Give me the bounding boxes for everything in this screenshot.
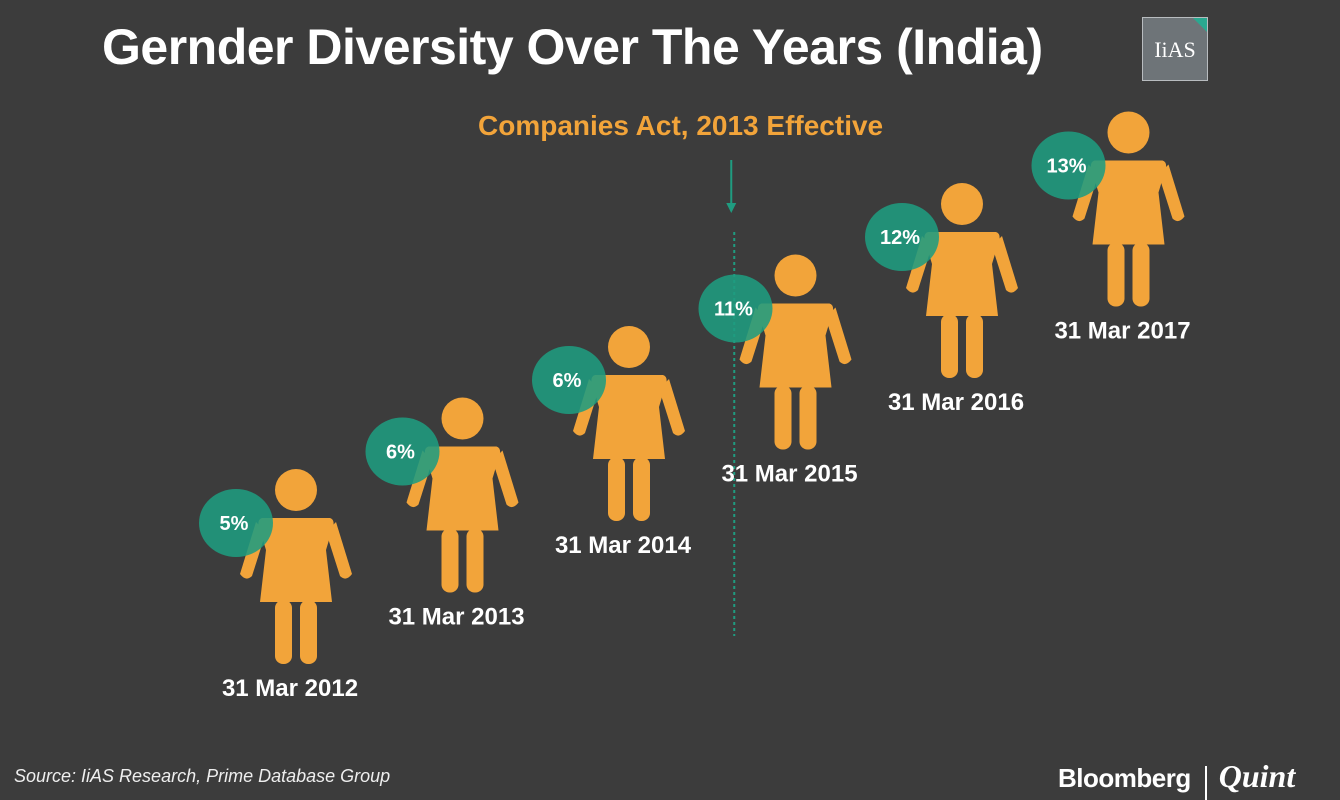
date-label: 31 Mar 2016 xyxy=(888,389,1024,416)
figure-head xyxy=(441,397,484,440)
page-title: Gernder Diversity Over The Years (India) xyxy=(102,19,1043,75)
figure-head xyxy=(275,469,317,511)
figure-dress xyxy=(258,518,334,602)
person-figure-4: 12% 31 Mar 2016 xyxy=(865,183,1024,416)
companies-act-annotation: Companies Act, 2013 Effective xyxy=(478,110,884,141)
figure-dress xyxy=(591,375,667,459)
source-note: Source: IiAS Research, Prime Database Gr… xyxy=(14,766,391,786)
person-figure-2: 6% 31 Mar 2014 xyxy=(532,326,692,559)
figure-right-leg xyxy=(799,385,817,450)
figure-right-leg xyxy=(1132,242,1150,307)
figure-right-leg xyxy=(300,600,317,664)
date-label: 31 Mar 2015 xyxy=(721,461,857,488)
figure-right-arm xyxy=(1158,164,1185,222)
figure-left-leg xyxy=(441,528,459,593)
percent-label: 6% xyxy=(386,442,415,464)
brand-divider xyxy=(1204,765,1207,800)
date-label: 31 Mar 2012 xyxy=(222,675,358,702)
person-figure-3: 11% 31 Mar 2015 xyxy=(698,254,858,488)
percent-bubble xyxy=(199,489,273,557)
percent-bubble xyxy=(865,203,939,271)
figure-right-arm xyxy=(326,522,352,579)
figure-dress xyxy=(924,232,1000,316)
percent-label: 13% xyxy=(1046,156,1086,178)
figure-right-leg xyxy=(966,314,983,378)
figure-right-leg xyxy=(466,528,484,593)
figure-left-leg xyxy=(774,385,792,450)
figure-head xyxy=(941,183,983,225)
percent-bubble xyxy=(532,346,606,414)
figure-dress xyxy=(424,446,501,531)
brand-mark: Bloomberg Quint xyxy=(1058,758,1295,800)
person-figure-5: 13% 31 Mar 2017 xyxy=(1031,111,1191,345)
figure-right-arm xyxy=(659,379,685,436)
brand-bloomberg: Bloomberg xyxy=(1058,763,1191,793)
percent-bubble xyxy=(698,274,773,343)
percent-label: 11% xyxy=(714,299,753,321)
figure-dress xyxy=(757,303,834,388)
date-label: 31 Mar 2017 xyxy=(1054,318,1190,345)
percent-label: 6% xyxy=(553,370,582,392)
figure-right-leg xyxy=(633,457,650,521)
person-figure-0: 5% 31 Mar 2012 xyxy=(199,469,358,702)
date-label: 31 Mar 2014 xyxy=(555,532,692,559)
person-figure-1: 6% 31 Mar 2013 xyxy=(365,397,525,631)
figure-dress xyxy=(1090,160,1167,245)
logo-corner-mark xyxy=(1193,18,1207,32)
date-label: 31 Mar 2013 xyxy=(388,604,524,631)
percent-label: 5% xyxy=(220,513,249,535)
percent-label: 12% xyxy=(880,227,920,249)
figure-left-leg xyxy=(1107,242,1125,307)
percent-bubble xyxy=(1031,131,1106,200)
figure-head xyxy=(608,326,650,368)
figure-right-arm xyxy=(992,236,1018,293)
figure-left-leg xyxy=(275,600,292,664)
logo-text: IiAS xyxy=(1154,37,1196,62)
brand-quint: Quint xyxy=(1218,758,1296,794)
figure-right-arm xyxy=(825,307,852,365)
figure-left-leg xyxy=(941,314,958,378)
figure-right-arm xyxy=(492,450,519,508)
figure-head xyxy=(774,254,817,297)
figure-left-leg xyxy=(608,457,625,521)
act-arrow-head xyxy=(726,203,737,213)
percent-bubble xyxy=(365,417,440,486)
iias-logo: IiAS xyxy=(1142,17,1208,81)
figure-head xyxy=(1107,111,1150,154)
